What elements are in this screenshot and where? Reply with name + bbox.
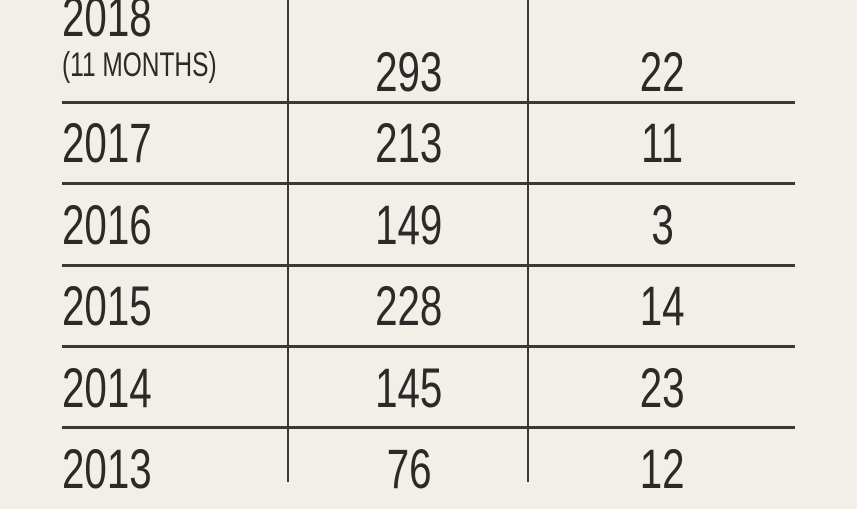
value-cell: 11 [641, 111, 684, 174]
year-cell: 2017 [62, 111, 152, 174]
column-divider [287, 0, 289, 482]
year-cell: 2016 [62, 193, 152, 256]
row-divider [62, 264, 795, 267]
value-cell: 23 [640, 356, 685, 419]
column-divider [527, 0, 529, 482]
year-cell: 2018 [62, 0, 152, 48]
value-cell: 293 [375, 39, 443, 103]
year-cell: 2014 [62, 356, 152, 419]
row-divider [62, 426, 795, 429]
year-cell: 2015 [62, 274, 152, 337]
value-cell: 12 [640, 437, 685, 500]
row-divider [62, 182, 795, 185]
value-cell: 213 [375, 111, 443, 174]
row-divider [62, 101, 795, 104]
value-cell: 3 [651, 193, 674, 256]
value-cell: 14 [640, 274, 685, 337]
row-divider [62, 345, 795, 348]
value-cell: 228 [375, 274, 443, 337]
value-cell: 149 [375, 193, 443, 256]
value-cell: 76 [386, 437, 432, 500]
year-cell: 2013 [62, 437, 152, 500]
value-cell: 22 [640, 39, 685, 103]
value-cell: 145 [375, 356, 443, 419]
year-note: (11 MONTHS) [62, 46, 217, 84]
